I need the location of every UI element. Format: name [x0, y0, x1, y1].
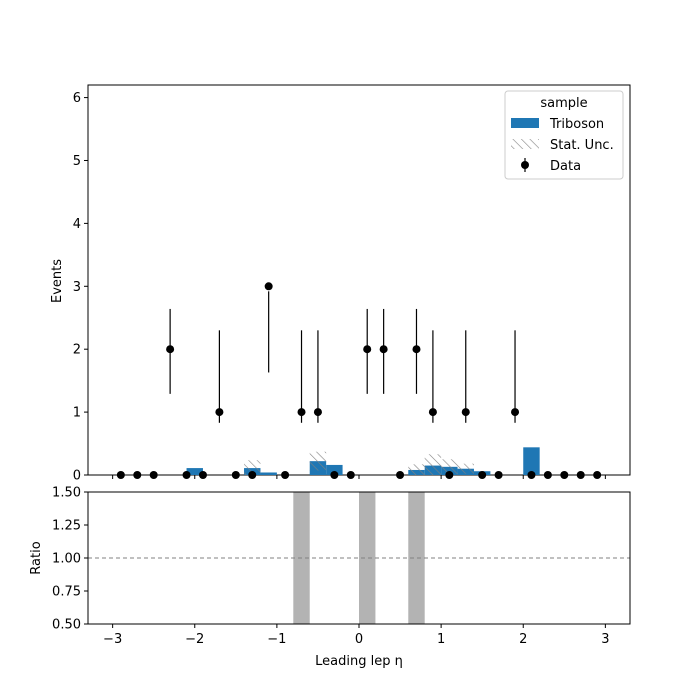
ratio-y-tick-label: 0.50 — [52, 618, 81, 633]
data-point — [133, 471, 142, 479]
stat-unc-band — [408, 464, 425, 475]
ratio-unc-band — [359, 492, 376, 624]
data-point — [428, 408, 437, 417]
legend-title: sample — [540, 96, 587, 111]
data-point — [346, 471, 355, 479]
stat-unc-band — [441, 459, 458, 475]
data-point — [248, 471, 257, 479]
stat-unc-band — [244, 460, 261, 475]
main-y-tick-label: 0 — [73, 469, 81, 484]
legend-label-data: Data — [550, 159, 581, 174]
data-point — [478, 471, 487, 479]
data-point — [396, 471, 405, 479]
ratio-y-tick-label: 1.00 — [52, 552, 81, 567]
data-point — [231, 471, 240, 479]
x-tick-label: 1 — [437, 632, 445, 647]
data-point — [313, 408, 322, 417]
x-tick-label: −3 — [103, 632, 122, 647]
legend-swatch-triboson — [511, 118, 539, 128]
main-y-tick-label: 2 — [73, 343, 81, 358]
legend-data-marker — [521, 161, 529, 169]
main-y-tick-label: 6 — [73, 91, 81, 106]
data-point — [576, 471, 585, 479]
main-y-tick-label: 3 — [73, 280, 81, 295]
legend[interactable]: sample Triboson Stat. Unc. Data — [504, 90, 624, 180]
data-point — [543, 471, 552, 479]
main-y-tick-label: 1 — [73, 406, 81, 421]
x-tick-label: 0 — [355, 632, 363, 647]
stat-unc-band — [309, 451, 327, 471]
stat-unc-band — [457, 463, 474, 474]
main-y-axis-label: Events — [50, 259, 65, 303]
main-y-tick-label: 5 — [73, 154, 81, 169]
ratio-panel: 0.50 0.75 1.00 1.25 1.50 −3 −2 −1 0 1 2 3 Ratio Le… — [29, 486, 631, 669]
stat-unc-band — [424, 454, 442, 475]
data-point — [297, 408, 306, 417]
x-axis-label: Leading lep η — [315, 654, 403, 669]
data-point — [593, 471, 602, 479]
ratio-y-tick-label: 1.25 — [52, 519, 81, 534]
data-point — [166, 345, 175, 354]
main-y-ticks: 0 1 2 3 4 5 6 — [73, 91, 88, 484]
data-point — [215, 408, 224, 417]
legend-label-stat-unc: Stat. Unc. — [550, 138, 614, 153]
ratio-y-ticks: 0.50 0.75 1.00 1.25 1.50 — [52, 486, 88, 633]
data-point — [281, 471, 290, 479]
triboson-bar — [523, 447, 540, 475]
data-point — [445, 471, 454, 479]
data-point — [182, 471, 191, 479]
main-y-tick-label: 4 — [73, 217, 81, 232]
data-point — [461, 408, 470, 417]
data-point — [330, 471, 339, 479]
data-point — [149, 471, 158, 479]
data-point — [363, 345, 372, 354]
ratio-y-axis-label: Ratio — [29, 541, 44, 574]
data-point — [527, 471, 536, 479]
stat-unc-hatch — [244, 451, 474, 475]
main-panel: 0 1 2 3 4 5 6 Events sample Triboson Stat. Unc… — [50, 84, 631, 484]
data-point — [511, 408, 520, 417]
x-tick-label: 2 — [519, 632, 527, 647]
x-tick-label: −2 — [185, 632, 204, 647]
legend-label-triboson: Triboson — [549, 117, 604, 132]
data-point — [264, 282, 273, 291]
data-point — [116, 471, 125, 479]
legend-swatch-stat-unc — [511, 139, 539, 149]
ratio-x-ticks: −3 −2 −1 0 1 2 3 — [103, 624, 610, 647]
ratio-y-tick-label: 1.50 — [52, 486, 81, 501]
main-x-ticks — [112, 475, 606, 479]
triboson-bar — [260, 472, 277, 475]
data-point — [412, 345, 421, 354]
triboson-bars — [186, 447, 540, 475]
legend-frame — [504, 90, 624, 180]
data-point — [560, 471, 569, 479]
ratio-unc-band — [408, 492, 425, 624]
ratio-y-tick-label: 0.75 — [52, 585, 81, 600]
data-point — [494, 471, 503, 479]
triboson-bar — [186, 468, 203, 475]
data-point — [198, 471, 207, 479]
x-tick-label: −1 — [267, 632, 286, 647]
data-point — [379, 345, 388, 354]
data-points — [116, 282, 602, 479]
x-tick-label: 3 — [601, 632, 609, 647]
triboson-bar — [326, 464, 343, 475]
